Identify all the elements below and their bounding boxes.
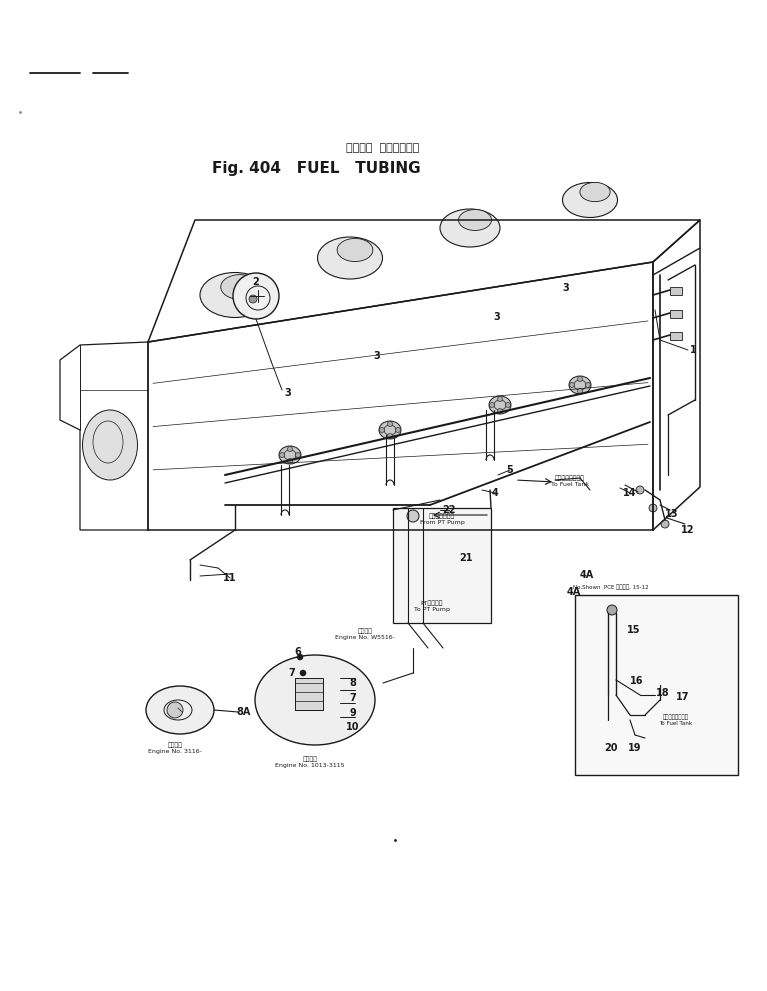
Ellipse shape	[489, 396, 511, 414]
Circle shape	[288, 459, 292, 464]
Circle shape	[288, 447, 292, 452]
Bar	[670, 310, 682, 318]
Text: 機関番号
Engine No. 1013-3115: 機関番号 Engine No. 1013-3115	[275, 756, 344, 768]
Ellipse shape	[580, 182, 610, 201]
Text: Fig. 404   FUEL   TUBING: Fig. 404 FUEL TUBING	[212, 161, 420, 175]
Text: 1: 1	[690, 345, 696, 355]
Circle shape	[233, 273, 279, 319]
Ellipse shape	[562, 182, 617, 217]
Text: 3: 3	[563, 283, 569, 293]
Circle shape	[387, 433, 393, 438]
Text: 14: 14	[624, 488, 637, 498]
Circle shape	[498, 396, 502, 401]
Text: フェエル  チュービング: フェエル チュービング	[347, 143, 420, 153]
Text: 4A: 4A	[580, 570, 594, 580]
Circle shape	[636, 486, 644, 494]
Circle shape	[649, 504, 657, 512]
Text: 11: 11	[223, 573, 237, 583]
Text: 13: 13	[665, 509, 679, 519]
Bar	[670, 332, 682, 340]
Text: 18: 18	[657, 688, 670, 698]
Text: プップポンから
From PT Pump: プップポンから From PT Pump	[420, 513, 464, 524]
Text: フェエルタンクへ
To Fuel Tank: フェエルタンクへ To Fuel Tank	[551, 476, 589, 487]
Circle shape	[505, 402, 511, 407]
Circle shape	[407, 510, 419, 522]
Text: 4A: 4A	[567, 587, 581, 597]
Bar	[670, 287, 682, 295]
Bar	[575, 595, 738, 775]
Bar	[393, 508, 491, 623]
Circle shape	[578, 388, 582, 393]
Text: 12: 12	[681, 525, 695, 535]
Ellipse shape	[200, 273, 270, 317]
Ellipse shape	[440, 209, 500, 247]
Ellipse shape	[255, 655, 375, 745]
Text: 3: 3	[374, 351, 380, 361]
Text: 7: 7	[288, 668, 295, 678]
Text: 3: 3	[285, 388, 291, 398]
Ellipse shape	[83, 410, 137, 480]
Circle shape	[607, 605, 617, 615]
Text: 機関番号
Engine No. 3116-: 機関番号 Engine No. 3116-	[148, 742, 202, 754]
Text: 20: 20	[604, 743, 617, 753]
Circle shape	[167, 702, 183, 718]
Circle shape	[297, 654, 303, 660]
Text: No.Shown  PCE バランス, 15-12: No.Shown PCE バランス, 15-12	[573, 585, 649, 590]
Text: 4: 4	[492, 488, 499, 498]
Text: 8: 8	[350, 678, 357, 688]
Text: 6: 6	[295, 647, 301, 657]
Text: フェエルタンクへ
To Fuel Tank: フェエルタンクへ To Fuel Tank	[660, 715, 693, 725]
Text: 22: 22	[443, 505, 456, 515]
Circle shape	[249, 295, 257, 303]
Circle shape	[489, 402, 495, 407]
Bar	[295, 678, 323, 710]
Text: PTポンプへ
To PT Pump: PTポンプへ To PT Pump	[414, 601, 450, 611]
Circle shape	[300, 670, 306, 676]
Ellipse shape	[569, 376, 591, 394]
Text: 5: 5	[507, 465, 513, 475]
Text: 15: 15	[627, 625, 640, 635]
Text: 8A: 8A	[237, 707, 251, 717]
Text: 2: 2	[252, 277, 259, 287]
Text: 19: 19	[628, 743, 642, 753]
Text: 機関番号
Engine No. W5516-: 機関番号 Engine No. W5516-	[335, 628, 395, 640]
Ellipse shape	[279, 446, 301, 464]
Circle shape	[661, 520, 669, 528]
Text: 3: 3	[494, 312, 500, 322]
Text: 9: 9	[350, 708, 357, 718]
Circle shape	[585, 383, 591, 387]
Circle shape	[578, 377, 582, 382]
Ellipse shape	[337, 239, 373, 262]
Circle shape	[387, 421, 393, 426]
Text: 10: 10	[346, 722, 360, 732]
Ellipse shape	[459, 209, 492, 231]
Circle shape	[570, 383, 574, 387]
Circle shape	[396, 427, 400, 432]
Ellipse shape	[146, 686, 214, 734]
Text: 16: 16	[630, 676, 644, 686]
Text: 17: 17	[676, 692, 690, 702]
Ellipse shape	[379, 421, 401, 439]
Circle shape	[498, 408, 502, 413]
Text: 21: 21	[459, 553, 472, 563]
Ellipse shape	[318, 237, 383, 279]
Circle shape	[295, 453, 301, 458]
Circle shape	[380, 427, 384, 432]
Circle shape	[279, 453, 285, 458]
Ellipse shape	[221, 275, 259, 299]
Text: 7: 7	[350, 693, 357, 703]
